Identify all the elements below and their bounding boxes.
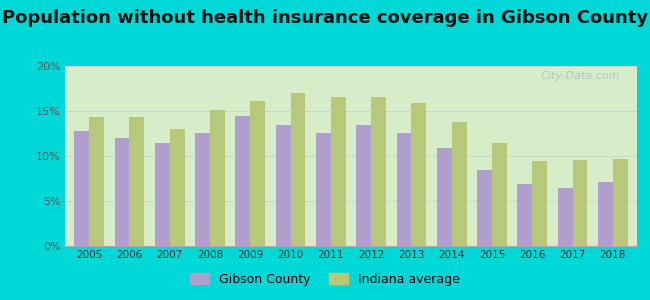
Text: Population without health insurance coverage in Gibson County: Population without health insurance cove… xyxy=(2,9,648,27)
Bar xyxy=(411,103,426,246)
Bar xyxy=(558,188,573,246)
Bar xyxy=(492,142,507,246)
Bar xyxy=(170,129,185,246)
Bar xyxy=(437,148,452,246)
Bar xyxy=(598,182,613,246)
Bar xyxy=(356,125,371,246)
Bar xyxy=(291,93,306,246)
Bar xyxy=(477,170,492,246)
Legend: Gibson County, Indiana average: Gibson County, Indiana average xyxy=(185,268,465,291)
Bar xyxy=(331,97,346,246)
Bar xyxy=(89,117,104,246)
Bar xyxy=(155,143,170,246)
Bar xyxy=(613,159,628,246)
Bar xyxy=(235,116,250,246)
Bar xyxy=(250,101,265,246)
Bar xyxy=(532,160,547,246)
Bar xyxy=(573,160,588,246)
Bar xyxy=(452,122,467,246)
Bar xyxy=(195,133,210,246)
Text: City-Data.com: City-Data.com xyxy=(540,71,620,81)
Bar xyxy=(114,138,129,246)
Bar xyxy=(371,97,386,246)
Bar xyxy=(517,184,532,246)
Bar xyxy=(74,131,89,246)
Bar xyxy=(210,110,225,246)
Bar xyxy=(396,133,411,246)
Bar xyxy=(276,125,291,246)
Bar xyxy=(129,117,144,246)
Bar xyxy=(316,133,331,246)
